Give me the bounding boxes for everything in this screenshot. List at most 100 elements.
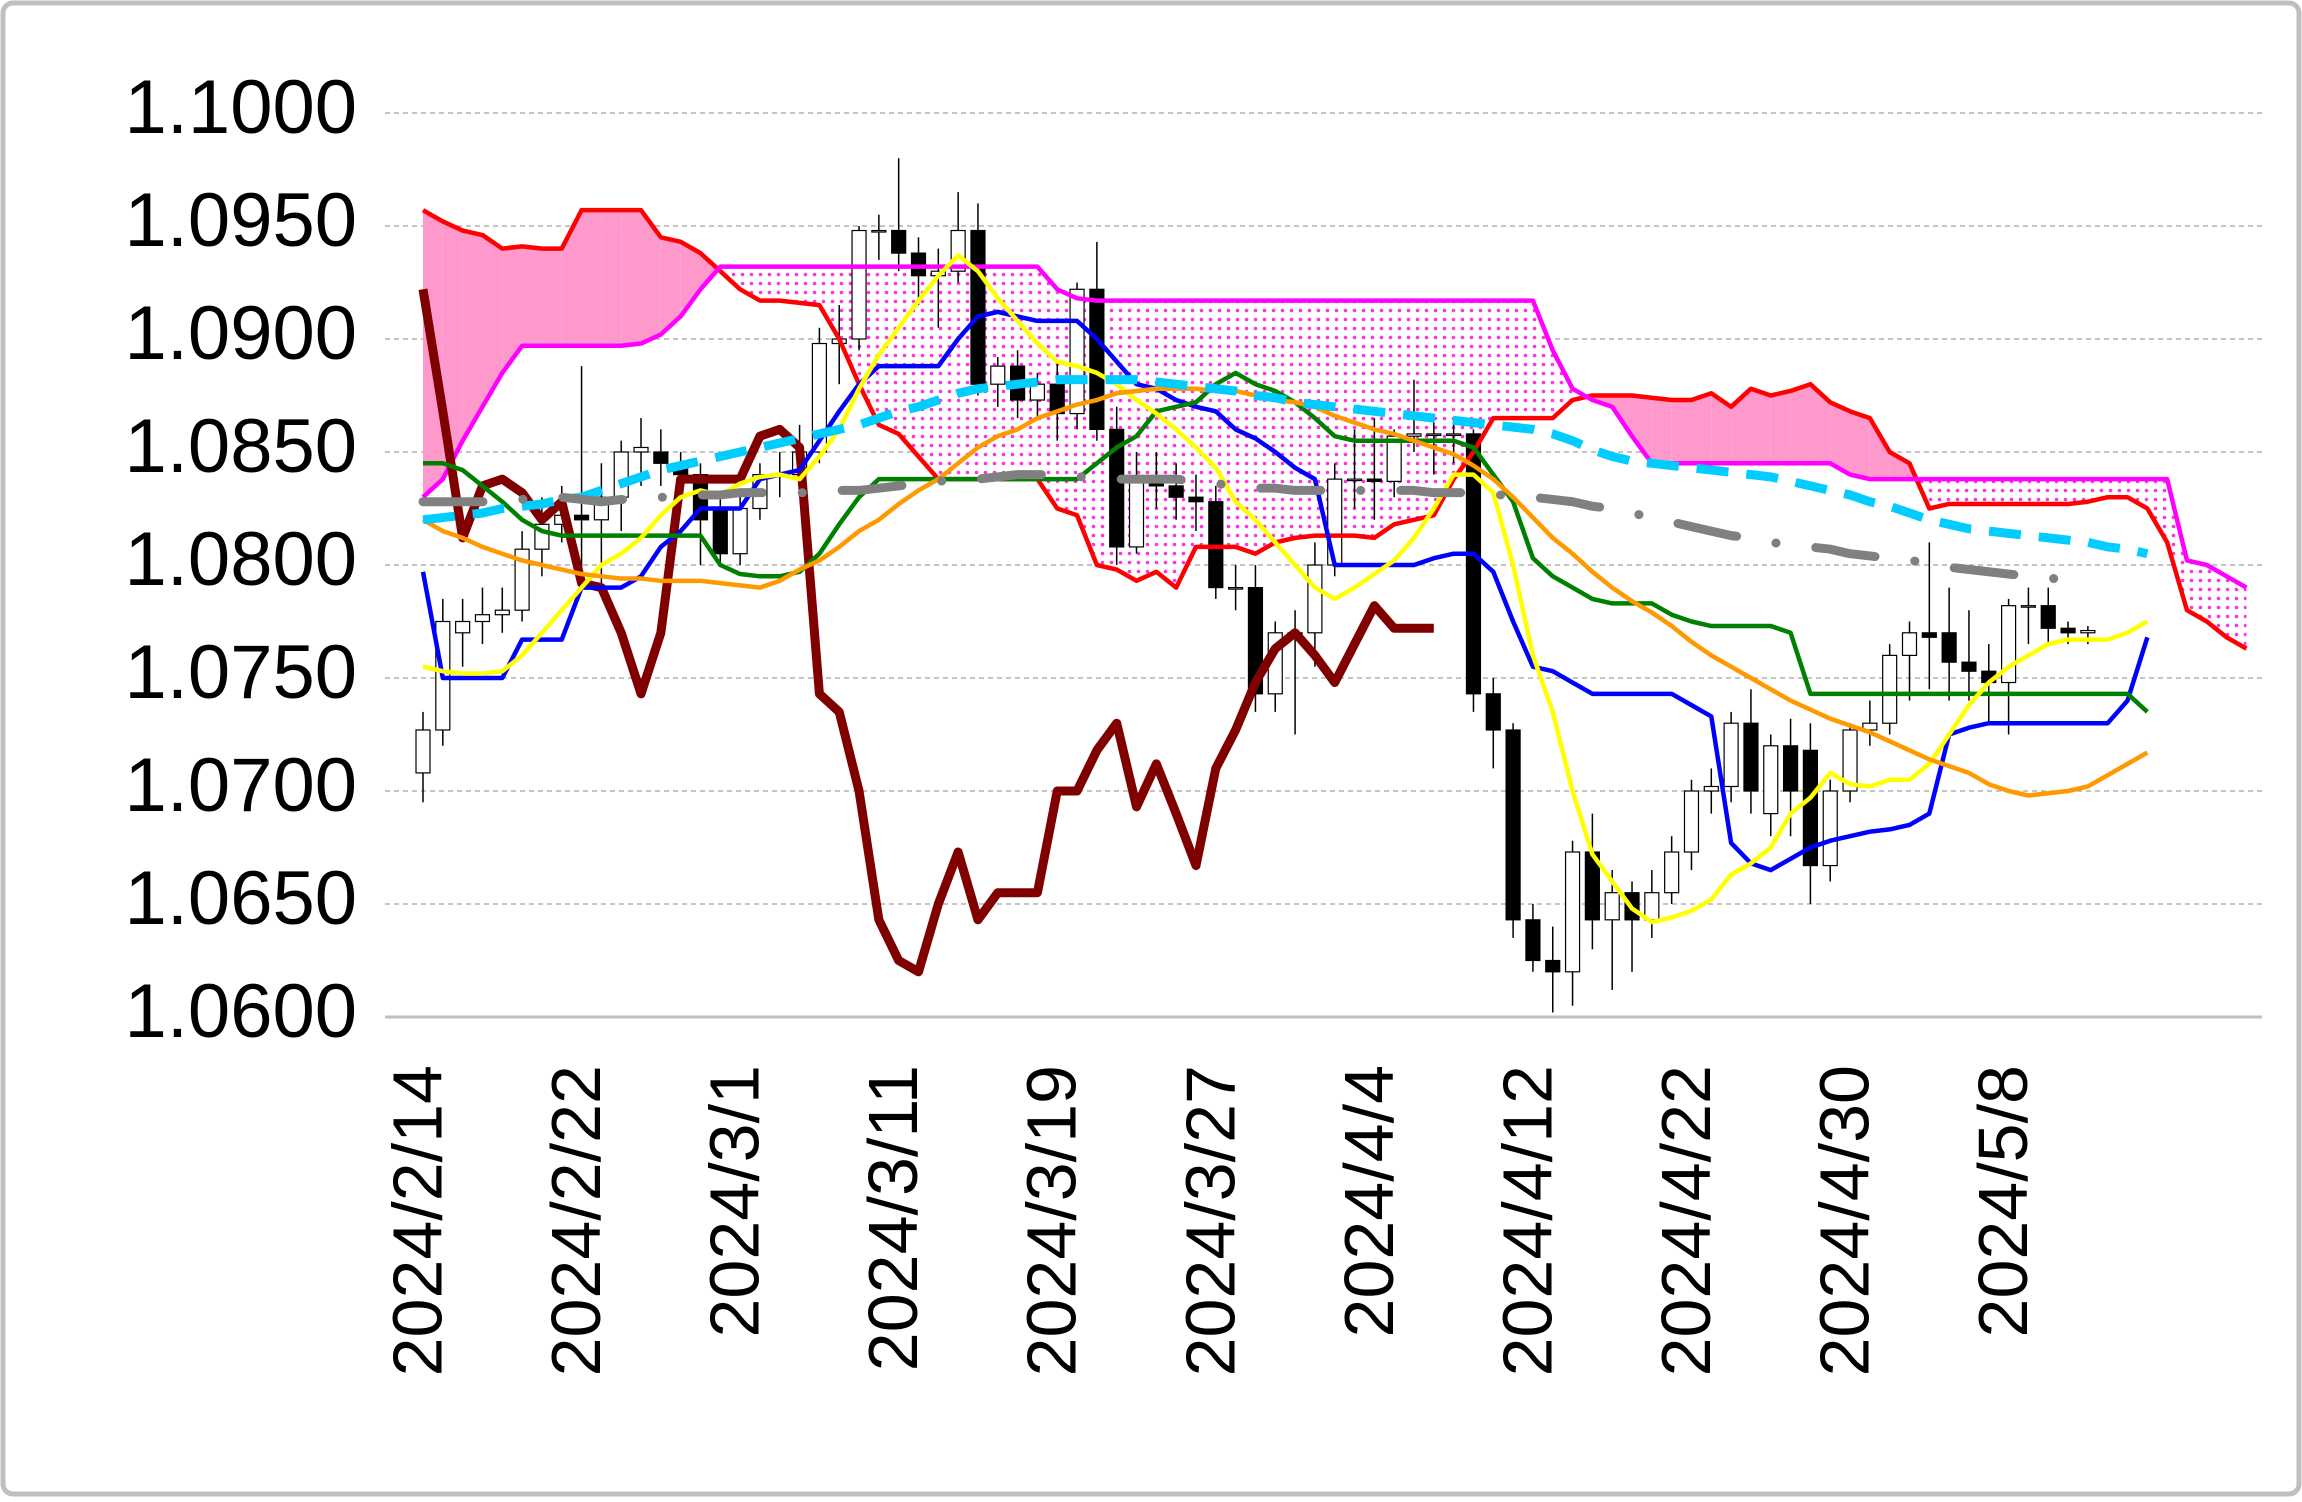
y-tick-label: 1.0700 bbox=[125, 743, 357, 828]
cloud-fill bbox=[1731, 388, 1751, 464]
cloud-fill bbox=[1552, 350, 1573, 419]
candle-body bbox=[1386, 435, 1402, 482]
candle-body bbox=[1128, 478, 1145, 548]
candle-body bbox=[1743, 722, 1759, 792]
candle-body bbox=[891, 229, 907, 254]
candle-body bbox=[494, 609, 510, 616]
cloud-fill bbox=[1295, 300, 1315, 538]
candle-body bbox=[1802, 749, 1819, 867]
x-tick-label: 2024/2/14 bbox=[378, 1065, 456, 1376]
cloud-fill bbox=[1869, 418, 1890, 480]
candle-body bbox=[1782, 745, 1799, 792]
candle-body bbox=[1723, 722, 1739, 788]
cloud-fill bbox=[1255, 300, 1276, 554]
cloud-fill bbox=[1671, 400, 1692, 464]
y-tick-label: 1.0750 bbox=[125, 630, 357, 715]
cloud-fill bbox=[819, 266, 840, 339]
candle-body bbox=[1208, 501, 1224, 589]
cloud-fill bbox=[799, 266, 820, 306]
cloud-fill bbox=[1176, 300, 1196, 588]
candle-body bbox=[1664, 851, 1680, 894]
cloud-fill bbox=[1949, 479, 1969, 504]
candle-body bbox=[1564, 851, 1581, 973]
cloud-fill bbox=[541, 248, 562, 346]
cloud-fill bbox=[1889, 452, 1910, 480]
cloud-fill bbox=[1354, 300, 1375, 538]
cloud-fill bbox=[1513, 300, 1533, 419]
cloud-fill bbox=[2127, 479, 2148, 509]
candle-body bbox=[2040, 605, 2056, 629]
cloud-fill bbox=[1850, 411, 1870, 480]
cloud-fill bbox=[680, 241, 701, 317]
cloud-fill bbox=[918, 266, 939, 480]
x-tick-label: 2024/3/11 bbox=[854, 1065, 932, 1371]
candle-body bbox=[1763, 745, 1779, 815]
candle-body bbox=[1683, 790, 1700, 853]
candle-body bbox=[712, 507, 728, 555]
cloud-fill bbox=[898, 266, 919, 457]
cloud-fill bbox=[1275, 300, 1296, 543]
candle-body bbox=[851, 229, 867, 340]
cloud-fill bbox=[482, 235, 503, 407]
cloud-fill bbox=[641, 210, 661, 344]
cloud-fill bbox=[522, 246, 542, 346]
cloud-fill bbox=[1632, 395, 1652, 464]
candle-body bbox=[1228, 586, 1244, 590]
indicator-line bbox=[421, 264, 2248, 590]
indicator-line bbox=[420, 309, 2150, 873]
cloud-fill bbox=[2068, 479, 2088, 504]
cloud-fill bbox=[1651, 397, 1672, 464]
y-tick-label: 1.0900 bbox=[125, 291, 357, 376]
candle-body bbox=[2060, 627, 2076, 634]
cloud-fill bbox=[1374, 300, 1395, 538]
cloud-fill bbox=[1988, 479, 2009, 504]
candle-body bbox=[1069, 288, 1085, 415]
candle-body bbox=[455, 620, 471, 634]
candle-body bbox=[1109, 428, 1125, 548]
candle-body bbox=[1406, 433, 1422, 437]
candle-body bbox=[1604, 892, 1620, 921]
cloud-fill bbox=[1810, 384, 1831, 464]
candle-body bbox=[910, 252, 927, 277]
candle-body bbox=[1545, 959, 1561, 973]
y-tick-label: 1.0800 bbox=[125, 517, 357, 602]
cloud-fill bbox=[1691, 393, 1712, 464]
cloud-fill bbox=[1790, 384, 1811, 464]
x-tick-label: 2024/5/8 bbox=[1964, 1065, 2042, 1337]
candle-body bbox=[573, 514, 590, 521]
cloud-fill bbox=[2048, 479, 2069, 504]
candle-body bbox=[2080, 629, 2096, 634]
cloud-fill bbox=[660, 237, 681, 335]
cloud-fill bbox=[759, 266, 780, 301]
cloud-fill bbox=[1156, 300, 1177, 588]
candle-body bbox=[1307, 564, 1323, 634]
x-tick-label: 2024/2/22 bbox=[537, 1065, 615, 1376]
candle-body bbox=[1961, 661, 1977, 672]
candle-body bbox=[1426, 433, 1442, 437]
candle-body bbox=[2020, 605, 2037, 608]
candle-body bbox=[1901, 632, 1918, 656]
cloud-fill bbox=[1711, 393, 1732, 464]
cloud-fill bbox=[700, 253, 719, 290]
cloud-fill bbox=[1235, 300, 1256, 554]
cloud-fill bbox=[1532, 300, 1553, 419]
cloud-fill bbox=[2107, 479, 2128, 498]
cloud-fill bbox=[1314, 300, 1335, 536]
cloud-fill bbox=[779, 266, 800, 303]
cloud-fill bbox=[1037, 266, 1058, 509]
cloud-fill bbox=[601, 210, 622, 346]
indicator-line bbox=[418, 288, 1434, 977]
cloud-fill bbox=[1929, 479, 1950, 509]
cloud-fill bbox=[1830, 402, 1851, 475]
candle-body bbox=[1465, 433, 1482, 695]
candle-body bbox=[990, 365, 1006, 385]
candle-body bbox=[415, 729, 431, 774]
candle-body bbox=[1525, 919, 1541, 962]
cloud-fill bbox=[1473, 300, 1494, 452]
y-tick-label: 1.0650 bbox=[125, 856, 357, 941]
candle-body bbox=[1644, 892, 1660, 921]
y-tick-label: 1.1000 bbox=[125, 65, 357, 150]
cloud-fill bbox=[2167, 479, 2187, 611]
